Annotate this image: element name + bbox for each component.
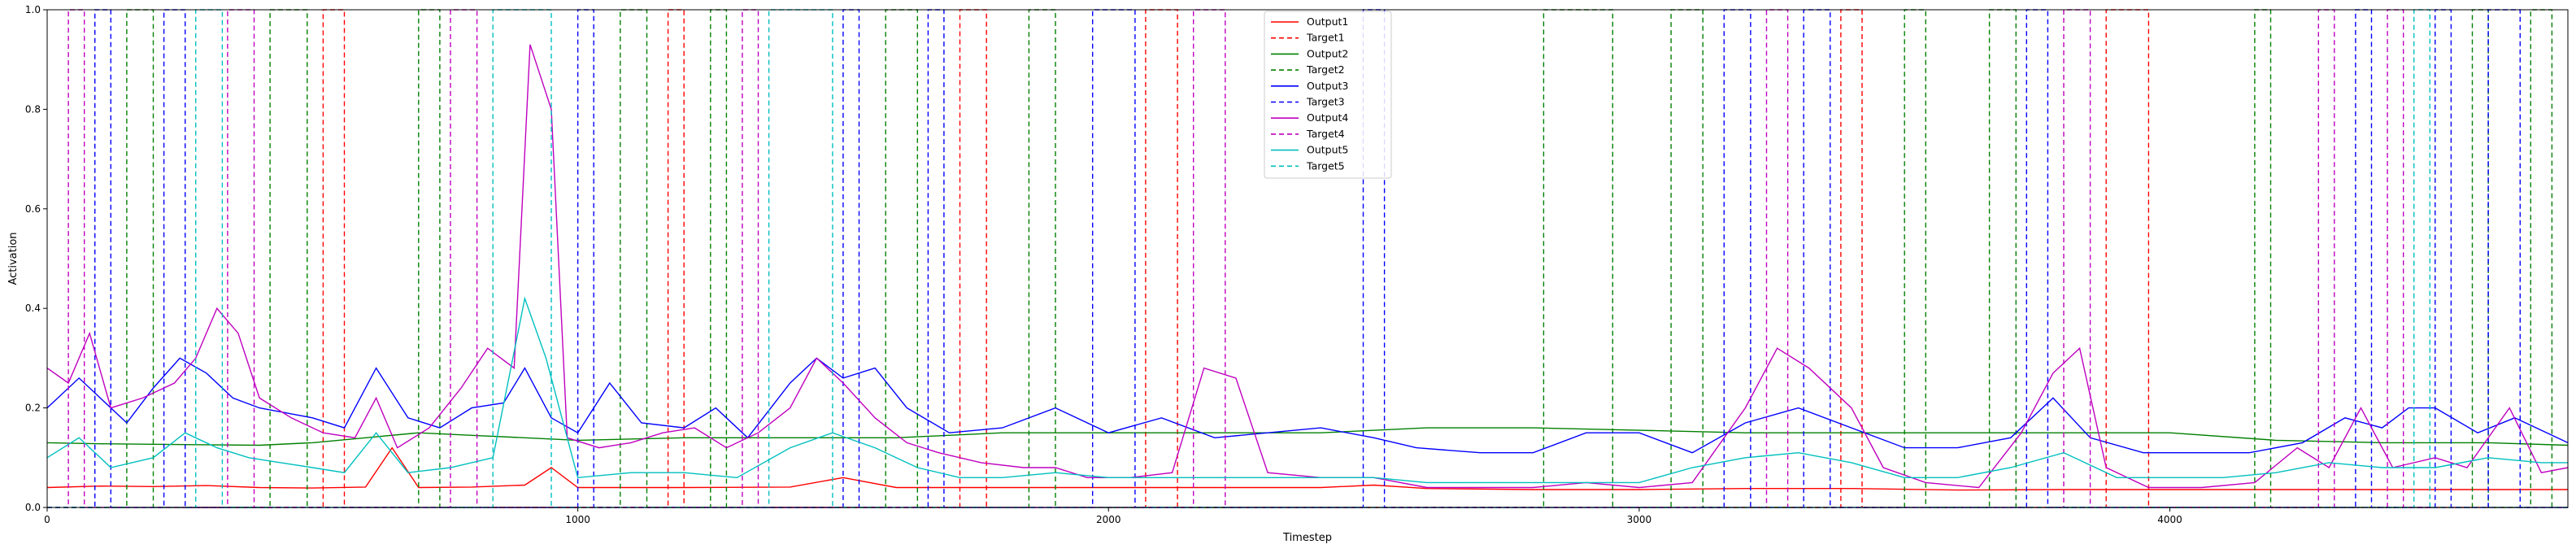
legend-label: Output2 bbox=[1307, 47, 1348, 59]
legend: Output1 Target1 Output2 Target2 Output3 Targe… bbox=[1264, 11, 1392, 179]
legend-label: Target3 bbox=[1306, 96, 1345, 108]
legend-box bbox=[1264, 11, 1392, 179]
x-tick-label: 4000 bbox=[2157, 514, 2182, 525]
y-tick-label: 0.0 bbox=[25, 502, 41, 513]
legend-label: Target4 bbox=[1306, 128, 1345, 140]
x-tick-label: 1000 bbox=[565, 514, 590, 525]
series-line-output5 bbox=[46, 296, 2568, 484]
axes-frame bbox=[46, 9, 2569, 508]
y-axis-label: Activation bbox=[7, 232, 20, 285]
series-line-output4 bbox=[46, 44, 2569, 489]
ticks-layer: 0 1000 2000 3000 4000 0.0 0.2 0.4 0.6 0.8 1.0 bbox=[25, 4, 2182, 525]
legend-label: Output1 bbox=[1307, 15, 1348, 28]
series-line-output1 bbox=[46, 446, 2568, 491]
series-line-output2 bbox=[46, 427, 2569, 446]
legend-label: Output5 bbox=[1307, 144, 1348, 156]
legend-label: Target2 bbox=[1306, 63, 1345, 76]
series-line-target2 bbox=[47, 9, 2568, 508]
y-tick-label: 1.0 bbox=[25, 4, 41, 15]
legend-label: Target5 bbox=[1306, 159, 1345, 172]
y-tick-label: 0.8 bbox=[25, 103, 41, 115]
x-tick-label: 2000 bbox=[1096, 514, 1121, 525]
legend-label: Output4 bbox=[1307, 111, 1348, 124]
x-tick-label: 0 bbox=[44, 514, 50, 525]
y-tick-label: 0.4 bbox=[25, 303, 41, 314]
legend-label: Output3 bbox=[1307, 80, 1348, 92]
x-axis-label: Timestep bbox=[1282, 532, 1332, 544]
legend-label: Target1 bbox=[1306, 32, 1345, 44]
series-line-output3 bbox=[46, 357, 2569, 454]
y-tick-label: 0.2 bbox=[25, 403, 41, 414]
x-tick-label: 3000 bbox=[1627, 514, 1652, 525]
y-tick-label: 0.6 bbox=[25, 203, 41, 215]
